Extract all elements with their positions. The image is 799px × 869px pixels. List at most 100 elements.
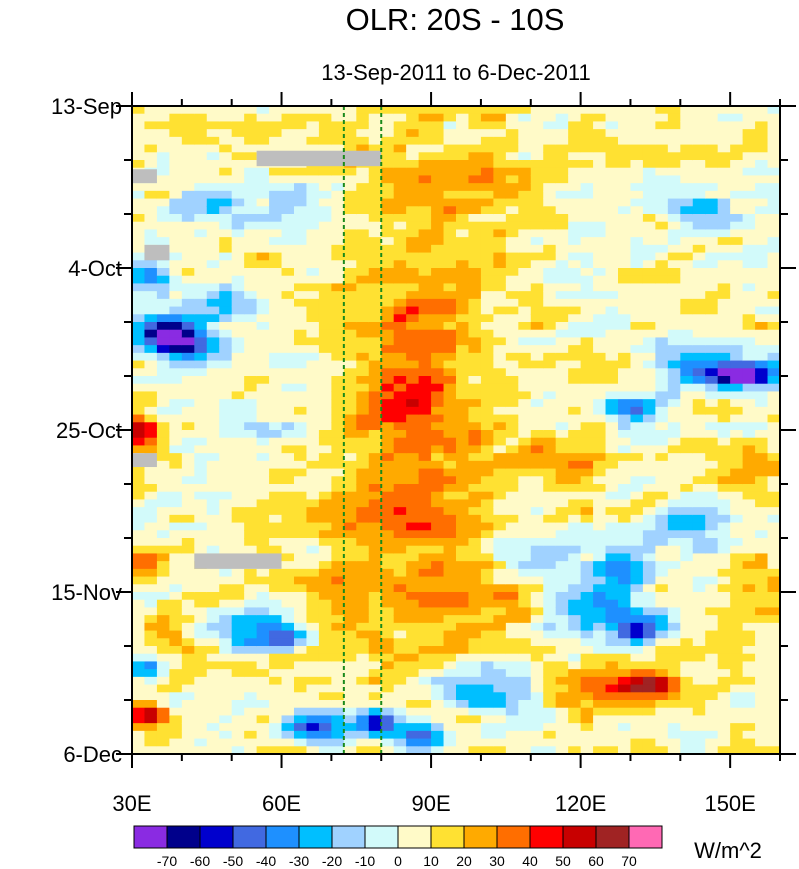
heatmap-cell: [132, 229, 146, 238]
heatmap-cell: [505, 491, 519, 501]
heatmap-cell: [443, 646, 457, 655]
heatmap-cell: [206, 399, 220, 408]
heatmap-cell: [356, 599, 370, 609]
heatmap-cell: [418, 383, 432, 393]
heatmap-cell: [717, 160, 731, 169]
heatmap-cell: [156, 160, 170, 169]
heatmap-cell: [418, 707, 432, 717]
heatmap-cell: [555, 237, 569, 246]
heatmap-cell: [144, 622, 158, 632]
heatmap-cell: [568, 291, 582, 300]
heatmap-cell: [767, 136, 780, 146]
heatmap-cell: [156, 175, 170, 184]
heatmap-cell: [555, 499, 569, 508]
heatmap-cell: [755, 383, 769, 393]
heatmap-cell: [356, 746, 370, 754]
heatmap-cell: [132, 298, 146, 308]
heatmap-cell: [132, 244, 146, 254]
heatmap-cell: [219, 538, 233, 547]
heatmap-cell: [505, 352, 519, 362]
heatmap-cell: [642, 584, 656, 593]
heatmap-cell: [331, 399, 345, 408]
heatmap-cell: [406, 221, 420, 231]
heatmap-cell: [281, 430, 295, 439]
heatmap-cell: [381, 206, 395, 215]
heatmap-cell: [219, 669, 233, 678]
heatmap-cell: [630, 592, 644, 601]
heatmap-cell: [505, 383, 519, 393]
heatmap-cell: [468, 484, 482, 493]
heatmap-cell: [742, 167, 756, 177]
heatmap-cell: [618, 622, 632, 632]
heatmap-cell: [231, 422, 245, 431]
heatmap-cell: [406, 661, 420, 670]
heatmap-cell: [655, 129, 669, 138]
heatmap-cell: [431, 368, 445, 377]
heatmap-cell: [605, 337, 619, 346]
heatmap-cell: [730, 291, 744, 300]
heatmap-cell: [680, 437, 694, 447]
heatmap-cell: [169, 484, 183, 493]
heatmap-cell: [480, 399, 494, 408]
heatmap-cell: [705, 622, 719, 632]
heatmap-cell: [406, 383, 420, 393]
heatmap-cell: [431, 723, 445, 732]
heatmap-cell: [705, 314, 719, 323]
heatmap-cell: [181, 106, 195, 115]
heatmap-cell: [231, 376, 245, 385]
heatmap-cell: [144, 352, 158, 362]
heatmap-cell: [343, 622, 357, 632]
heatmap-cell: [767, 468, 780, 477]
heatmap-cell: [742, 283, 756, 292]
heatmap-cell: [206, 615, 220, 624]
heatmap-cell: [381, 129, 395, 138]
heatmap-cell: [306, 291, 320, 300]
heatmap-cell: [767, 306, 780, 315]
heatmap-cell: [206, 468, 220, 477]
heatmap-cell: [132, 568, 146, 578]
heatmap-cell: [717, 244, 731, 254]
heatmap-cell: [680, 723, 694, 732]
heatmap-cell: [480, 453, 494, 462]
heatmap-cell: [343, 514, 357, 524]
heatmap-cell: [244, 244, 258, 254]
heatmap-cell: [705, 329, 719, 339]
heatmap-cell: [755, 468, 769, 477]
heatmap-cell: [518, 252, 532, 261]
heatmap-cell: [530, 622, 544, 632]
heatmap-cell: [767, 275, 780, 285]
heatmap-cell: [356, 275, 370, 285]
heatmap-cell: [755, 136, 769, 146]
heatmap-cell: [169, 723, 183, 732]
heatmap-cell: [331, 484, 345, 493]
heatmap-cell: [194, 260, 208, 269]
heatmap-cell: [156, 738, 170, 747]
heatmap-cell: [605, 522, 619, 531]
heatmap-cell: [755, 298, 769, 308]
heatmap-cell: [593, 715, 607, 724]
heatmap-cell: [406, 298, 420, 308]
heatmap-cell: [269, 545, 283, 555]
heatmap-cell: [181, 337, 195, 346]
heatmap-cell: [618, 106, 632, 115]
heatmap-cell: [505, 198, 519, 207]
heatmap-cell: [194, 129, 208, 138]
heatmap-cell: [156, 360, 170, 369]
heatmap-cell: [480, 175, 494, 184]
heatmap-cell: [593, 167, 607, 177]
heatmap-cell: [443, 468, 457, 477]
heatmap-cell: [181, 700, 195, 709]
heatmap-cell: [605, 476, 619, 485]
heatmap-cell: [555, 607, 569, 616]
heatmap-cell: [705, 653, 719, 663]
heatmap-cell: [730, 183, 744, 192]
heatmap-cell: [755, 175, 769, 184]
heatmap-cell: [605, 653, 619, 663]
heatmap-cell: [181, 746, 195, 754]
heatmap-cell: [568, 692, 582, 701]
heatmap-cell: [256, 514, 270, 524]
heatmap-cell: [156, 514, 170, 524]
heatmap-cell: [518, 352, 532, 362]
heatmap-cell: [206, 283, 220, 292]
heatmap-cell: [381, 460, 395, 470]
